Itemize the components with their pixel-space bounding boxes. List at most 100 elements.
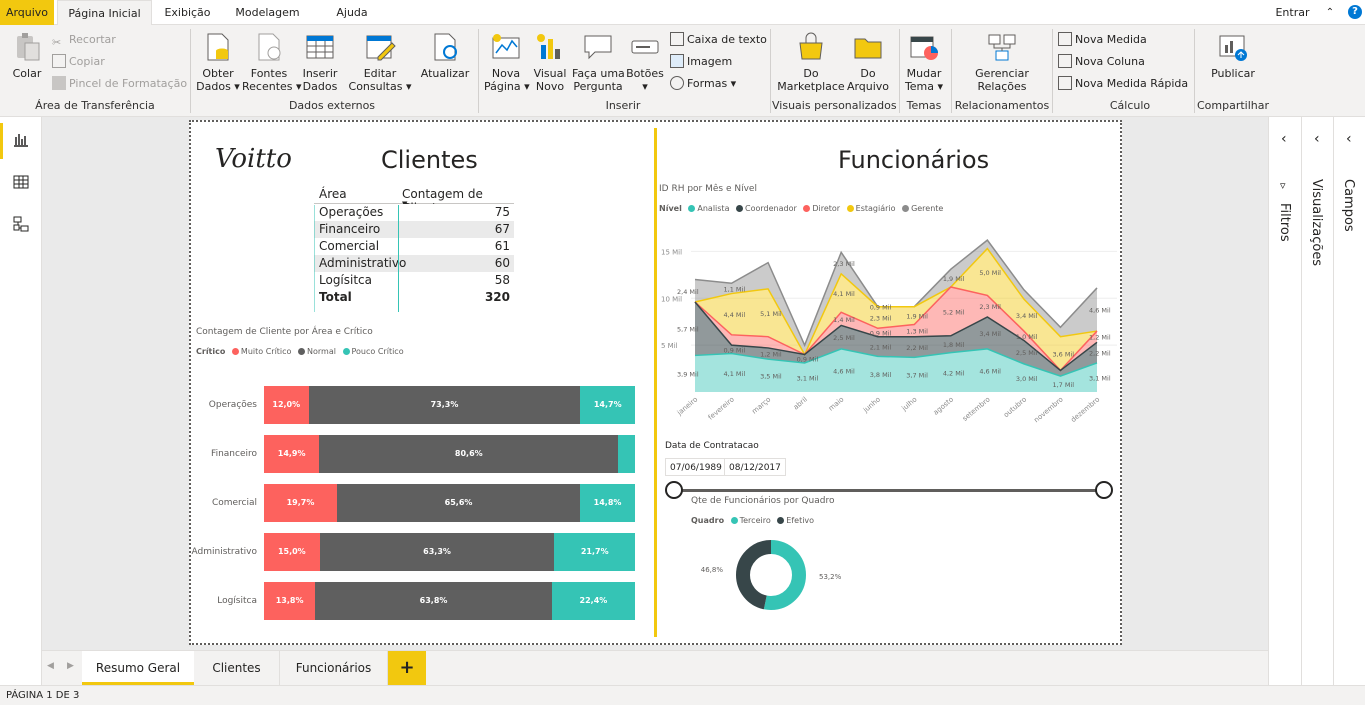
bar-segment[interactable]: 63,8% [315,582,552,620]
tab-help[interactable]: Ajuda [336,6,368,19]
recent-sources-button[interactable]: Fontes Recentes ▾ [242,29,302,97]
get-data-button[interactable]: Obter Dados ▾ [196,29,240,97]
edit-queries-button[interactable]: Editar Consultas ▾ [348,29,412,97]
bar-segment[interactable]: 22,4% [551,582,635,620]
area-data-label: 5,2 Mil [943,308,965,316]
area-data-label: 1,8 Mil [943,341,965,349]
bar-category-label: Logísitca [217,596,257,606]
area-data-label: 3,1 Mil [1089,374,1111,382]
new-column-button[interactable]: Nova Coluna [1058,53,1145,71]
report-view-icon[interactable] [13,131,29,147]
page-tab-clientes[interactable]: Clientes [194,651,280,685]
signin-link[interactable]: Entrar [1275,6,1310,19]
add-page-button[interactable]: + [388,651,426,685]
visualizations-collapse-icon[interactable]: ‹ [1314,131,1320,147]
scroll-left-icon[interactable]: ◀ [47,661,54,671]
fields-pane-label[interactable]: Campos [1341,179,1356,232]
tab-modeling[interactable]: Modelagem [235,6,300,19]
data-view-icon[interactable] [13,174,29,190]
bar-segment[interactable]: 14,7% [580,386,635,424]
area-series [695,287,1097,371]
legend-label-diretor: Diretor [812,204,841,213]
help-icon[interactable]: ? [1348,5,1362,19]
from-file-button[interactable]: Do Arquivo [846,29,890,97]
cell-count: 67 [494,222,510,236]
table-row[interactable]: Operações 75 [314,204,514,221]
donut-slice[interactable] [736,540,806,610]
format-painter-button[interactable]: Pincel de Formatação [52,75,187,93]
switch-theme-button[interactable]: Mudar Tema ▾ [902,29,946,97]
cut-button[interactable]: ✂ Recortar [52,33,116,49]
visualizations-pane-label[interactable]: Visualizações [1309,179,1324,267]
paste-button[interactable]: Colar [6,29,48,97]
filters-pane-label[interactable]: Filtros [1277,203,1292,242]
scroll-right-icon[interactable]: ▶ [67,661,74,671]
bar-segment[interactable]: 21,7% [554,533,635,571]
bar-segment[interactable]: 13,8% [264,582,316,620]
quick-measure-button[interactable]: Nova Medida Rápida [1058,75,1188,93]
image-button[interactable]: Imagem [670,53,732,71]
date-to-input[interactable]: 08/12/2017 [724,458,786,476]
area-data-label: 2,3 Mil [979,303,1001,311]
bar-segment[interactable]: 12,0% [264,386,309,424]
shapes-button[interactable]: Formas ▾ [670,75,736,93]
donut-data-label: 46,8% [701,566,724,574]
page-tab-resumo-geral[interactable]: Resumo Geral [82,651,194,685]
ask-question-label-2: Pergunta [573,80,623,93]
page-tab-funcionarios[interactable]: Funcionários [280,651,388,685]
bar-segment[interactable]: 14,8% [580,484,635,522]
filters-collapse-icon[interactable]: ‹ [1281,131,1287,147]
area-data-label: 3,6 Mil [1052,351,1074,359]
date-from-input[interactable]: 07/06/1989 [665,458,727,476]
file-menu[interactable]: Arquivo [0,0,54,25]
area-data-label: 2,3 Mil [833,260,855,268]
table-row[interactable]: Financeiro 67 [314,221,514,238]
switch-theme-label: Mudar [906,67,942,80]
ask-question-button[interactable]: Faça uma Pergunta [572,29,625,97]
textbox-button[interactable]: Caixa de texto [670,31,767,49]
table-row[interactable]: Comercial 61 [314,238,514,255]
buttons-button[interactable]: Botões ▾ [626,29,664,97]
bar-segment[interactable]: 63,3% [319,533,555,571]
enter-data-button[interactable]: Inserir Dados [298,29,342,97]
area-data-label: 1,2 Mil [1089,334,1111,342]
legend-dot-estagiario [846,205,854,212]
bar-segment[interactable]: 65,6% [337,484,581,522]
bar-segment[interactable]: 15,0% [264,533,320,571]
refresh-button[interactable]: Atualizar [418,29,472,97]
tab-home[interactable]: Página Inicial [57,0,152,25]
bar-segment[interactable]: 14,9% [264,435,320,473]
bar-segment[interactable]: 19,7% [264,484,337,522]
bar-segment[interactable] [618,435,635,473]
new-measure-button[interactable]: Nova Medida [1058,31,1147,49]
new-page-button[interactable]: Nova Página ▾ [484,29,530,97]
new-visual-button[interactable]: Visual Novo [530,29,570,97]
bar-segment[interactable]: 80,6% [319,435,619,473]
date-slicer-title: Data de Contratacao [665,441,759,451]
slider-handle-end[interactable] [1095,481,1113,499]
column-header-area[interactable]: Área [319,187,347,201]
new-page-icon [492,34,520,59]
from-marketplace-button[interactable]: Do Marketplace [776,29,846,97]
slider-handle-start[interactable] [665,481,683,499]
edit-queries-label-2: Consultas [348,80,403,93]
fields-collapse-icon[interactable]: ‹ [1346,131,1352,147]
table-row[interactable]: Administrativo 60 [314,255,514,272]
x-tick-label: julho [900,395,919,413]
area-data-label: 0,9 Mil [870,304,892,312]
area-data-label: 4,6 Mil [1089,307,1111,315]
publish-button[interactable]: Publicar [1204,29,1262,97]
area-series-line [694,286,1098,372]
bar-segment[interactable]: 73,3% [308,386,581,424]
model-view-icon[interactable] [13,216,29,232]
table-row[interactable]: Logísitca 58 [314,272,514,289]
manage-relationships-button[interactable]: Gerenciar Relações [960,29,1044,97]
copy-button[interactable]: Copiar [52,53,105,71]
collapse-ribbon-icon[interactable]: ⌃ [1325,7,1335,18]
area-data-label: 1,9 Mil [906,313,928,321]
area-data-label: 1,0 Mil [1016,333,1038,341]
buttons-label: Botões [626,67,664,80]
tab-view[interactable]: Exibição [164,6,211,19]
legend-dot-terceiro [730,517,738,524]
x-tick-label: dezembro [1069,395,1101,424]
